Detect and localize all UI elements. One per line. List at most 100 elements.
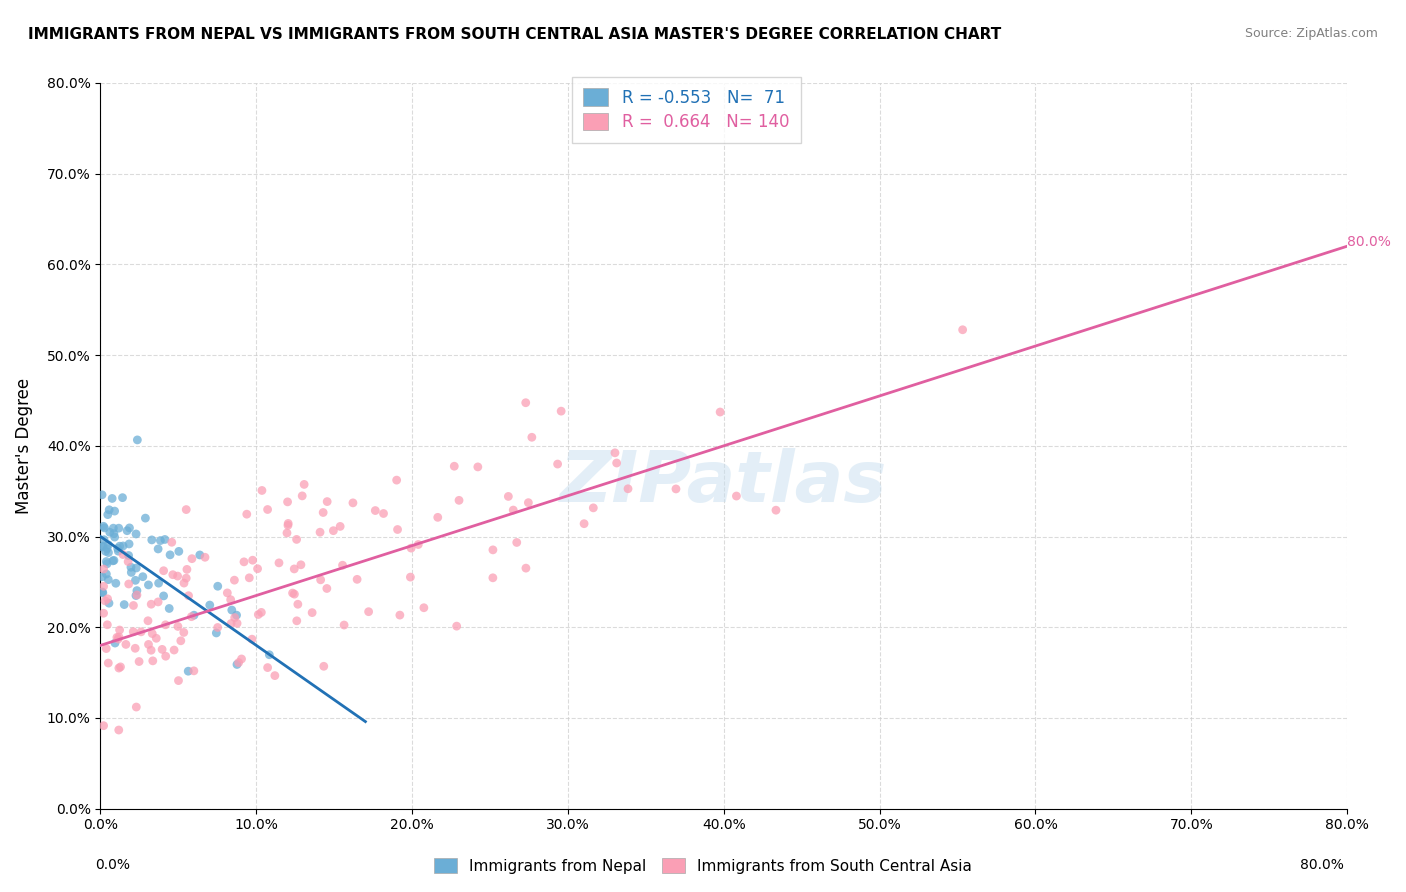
Point [399,570,422,584]
Point [406,537,429,551]
Point [150,642,173,657]
Point [285,533,308,547]
Point [93,521,115,535]
Point [301,606,323,620]
Point [233,555,256,569]
Legend: R = -0.553   N=  71, R =  0.664   N= 140: R = -0.553 N= 71, R = 0.664 N= 140 [572,77,801,143]
Point [181,551,204,566]
Point [247,607,270,622]
Point [97,538,120,552]
Point [141,533,163,547]
Point [259,648,281,662]
Point [153,533,176,547]
Point [357,605,380,619]
Point [515,395,537,409]
Point [91,488,114,502]
Point [104,576,127,591]
Point [285,614,308,628]
Point [111,548,134,562]
Point [112,598,135,612]
Point [142,654,165,668]
Point [174,502,197,516]
Point [572,516,595,531]
Point [250,483,273,498]
Point [97,508,120,522]
Point [104,530,127,544]
Point [725,489,748,503]
Point [246,562,269,576]
Point [312,659,335,673]
Point [263,668,285,682]
Point [138,578,160,592]
Point [256,660,278,674]
Text: 0.0%: 0.0% [96,858,129,872]
Point [364,503,387,517]
Point [329,519,352,533]
Point [104,636,127,650]
Point [498,490,520,504]
Point [96,567,118,582]
Point [93,719,115,733]
Point [482,542,505,557]
Point [292,477,315,491]
Point [107,632,129,646]
Point [124,641,146,656]
Point [93,533,115,547]
Point [125,588,148,602]
Point [125,700,148,714]
Point [124,574,146,588]
Point [170,633,193,648]
Point [502,503,524,517]
Point [242,553,264,567]
Point [139,643,162,657]
Point [173,576,195,591]
Point [93,606,115,620]
Point [287,597,309,611]
Point [125,527,148,541]
Point [118,537,141,551]
Point [107,521,129,535]
Y-axis label: Master's Degree: Master's Degree [15,377,32,514]
Point [108,539,131,553]
Point [228,656,250,670]
Point [145,632,167,646]
Point [138,637,160,651]
Point [217,586,239,600]
Point [250,606,273,620]
Point [101,554,124,568]
Point [155,649,177,664]
Point [132,570,155,584]
Point [159,548,181,562]
Point [117,549,139,563]
Point [128,655,150,669]
Point [238,571,260,585]
Point [373,507,395,521]
Point [236,507,259,521]
Point [388,608,411,623]
Point [125,583,148,598]
Point [94,594,117,608]
Point [240,632,263,647]
Text: 80.0%: 80.0% [1347,235,1391,249]
Point [399,541,422,555]
Point [122,599,145,613]
Point [127,433,149,447]
Point [276,525,298,540]
Point [315,582,337,596]
Point [118,521,141,535]
Point [98,596,121,610]
Point [226,616,249,631]
Point [152,589,174,603]
Point [152,564,174,578]
Point [110,660,132,674]
Point [141,597,163,611]
Point [125,561,148,575]
Point [118,577,141,591]
Point [162,567,184,582]
Point [482,571,505,585]
Point [332,558,354,573]
Point [146,595,169,609]
Point [98,525,121,540]
Point [91,585,114,599]
Point [506,535,529,549]
